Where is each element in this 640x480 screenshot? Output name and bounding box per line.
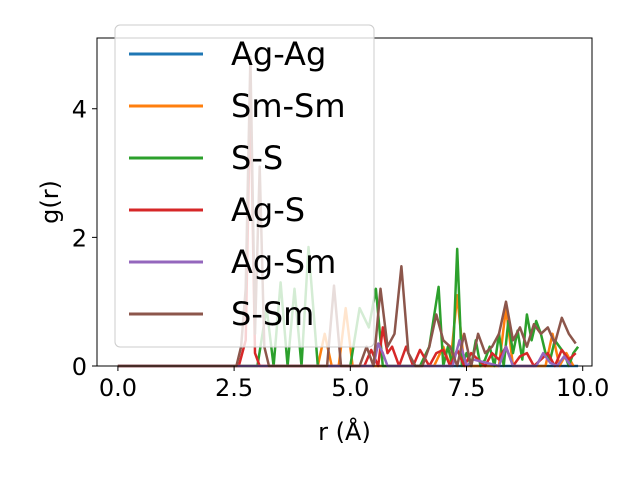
x-tick-label: 7.5	[447, 374, 485, 402]
legend-label: Ag-Ag	[231, 35, 326, 73]
legend-label: Ag-Sm	[231, 243, 336, 281]
legend-label: S-Sm	[231, 295, 314, 333]
x-tick-label: 2.5	[215, 374, 253, 402]
y-tick-label: 2	[72, 224, 87, 252]
legend: Ag-Ag Sm-Sm S-S Ag-S Ag-Sm S-Sm	[114, 24, 375, 348]
x-tick-label: 0.0	[99, 374, 137, 402]
x-tick-label: 10.0	[556, 374, 609, 402]
y-tick-label: 4	[72, 96, 87, 124]
legend-label: Sm-Sm	[231, 87, 346, 125]
x-ticks: 0.0 2.5 5.0 7.5 10.0	[99, 366, 609, 402]
x-tick-label: 5.0	[331, 374, 369, 402]
y-ticks: 0 2 4	[72, 96, 97, 381]
legend-label: S-S	[231, 139, 283, 177]
legend-label: Ag-S	[231, 191, 305, 229]
y-tick-label: 0	[72, 353, 87, 381]
x-axis-label: r (Å)	[318, 417, 371, 446]
y-axis-label: g(r)	[36, 180, 64, 224]
